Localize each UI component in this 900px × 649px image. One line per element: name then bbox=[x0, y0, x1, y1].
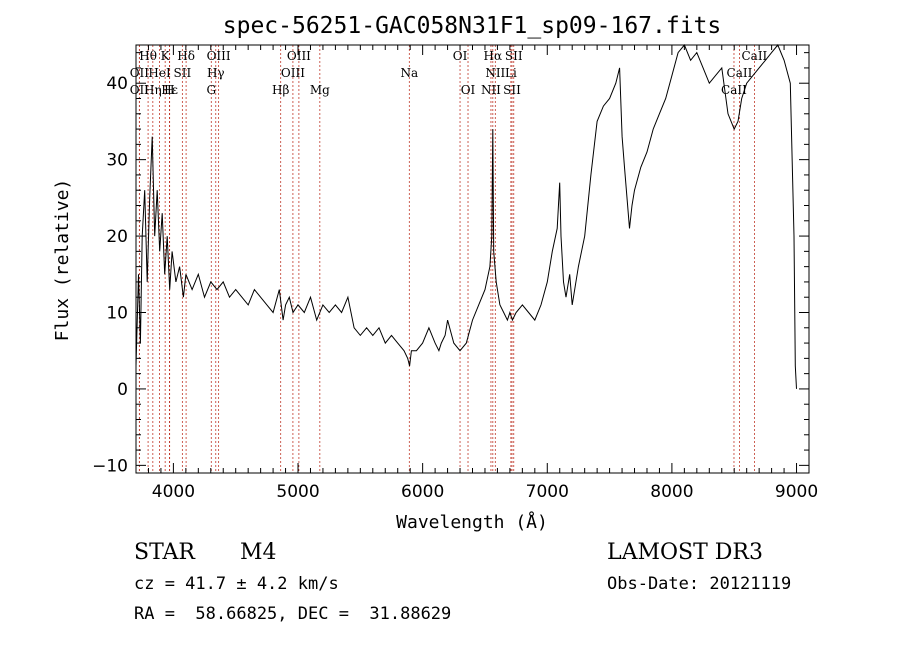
spectral-line-label: Mg bbox=[310, 83, 330, 97]
spectral-line-label: OIII bbox=[287, 49, 311, 63]
spectral-line-label: G bbox=[206, 83, 216, 97]
spectral-line-label: OI bbox=[461, 83, 476, 97]
spectral-line-label: SII bbox=[505, 49, 523, 63]
spectral-line-label: OI bbox=[453, 49, 468, 63]
spectrum-series-line bbox=[135, 44, 797, 389]
y-axis-label: Flux (relative) bbox=[52, 179, 73, 342]
spectral-line-label: CaII bbox=[727, 66, 753, 80]
spectral-line-label: OII bbox=[130, 83, 150, 97]
y-tick-label: 30 bbox=[106, 151, 128, 171]
spectral-line-label: SII bbox=[174, 66, 192, 80]
y-tick-label: 10 bbox=[106, 304, 128, 324]
spectral-line-label: OIII bbox=[281, 66, 305, 80]
spectral-line-label: Hδ bbox=[177, 49, 195, 63]
spectral-line-label: K bbox=[161, 49, 171, 63]
x-tick-label: 7000 bbox=[526, 482, 569, 502]
spectral-line-label: NII bbox=[481, 83, 501, 97]
spectral-line-label: Hη bbox=[144, 83, 162, 97]
spectral-line-label: CaII bbox=[721, 83, 747, 97]
spectral-line-label: Hε bbox=[161, 83, 178, 97]
spectral-line-label: OIII bbox=[207, 49, 231, 63]
x-tick-label: 4000 bbox=[152, 482, 195, 502]
axis-ticks: 4000 5000 6000 7000 8000 9000 −10 0 10 20 30 40 bbox=[92, 45, 818, 502]
x-tick-label: 8000 bbox=[650, 482, 693, 502]
x-axis-label: Wavelength (Å) bbox=[396, 511, 548, 533]
spectral-line-label: OII bbox=[130, 66, 150, 80]
plot-frame bbox=[135, 44, 810, 474]
y-tick-label: 20 bbox=[106, 227, 128, 247]
spectral-line-label: Hα bbox=[484, 49, 503, 63]
spectral-line-label: CaII bbox=[741, 49, 767, 63]
observation-date: Obs-Date: 20121119 bbox=[607, 574, 792, 594]
spectral-line-label: Na bbox=[400, 66, 418, 80]
object-class: STAR bbox=[134, 540, 195, 565]
coordinates: RA = 58.66825, DEC = 31.88629 bbox=[134, 604, 452, 624]
spectral-line-label: Hβ bbox=[272, 83, 289, 97]
spectral-line-label: H bbox=[164, 83, 174, 97]
spectral-line-label: Li bbox=[505, 66, 517, 80]
y-tick-label: −10 bbox=[92, 456, 128, 476]
spectral-line-label: Hγ bbox=[207, 66, 225, 80]
redshift-value: cz = 41.7 ± 4.2 km/s bbox=[134, 574, 339, 594]
y-tick-label: 0 bbox=[117, 380, 128, 400]
y-tick-label: 40 bbox=[106, 74, 128, 94]
x-tick-label: 9000 bbox=[775, 482, 818, 502]
spectral-line-label: SII bbox=[503, 83, 521, 97]
object-subclass: M4 bbox=[240, 540, 277, 565]
spectral-line-label: NII bbox=[485, 66, 505, 80]
x-tick-label: 5000 bbox=[276, 482, 319, 502]
survey-name: LAMOST DR3 bbox=[607, 540, 763, 565]
chart-title: spec-56251-GAC058N31F1_sp09-167.fits bbox=[223, 13, 722, 39]
x-tick-label: 6000 bbox=[401, 482, 444, 502]
spectral-line-label: Hθ bbox=[139, 49, 157, 63]
spectral-line-markers bbox=[138, 45, 755, 473]
spectral-line-label: HeI bbox=[148, 66, 171, 80]
